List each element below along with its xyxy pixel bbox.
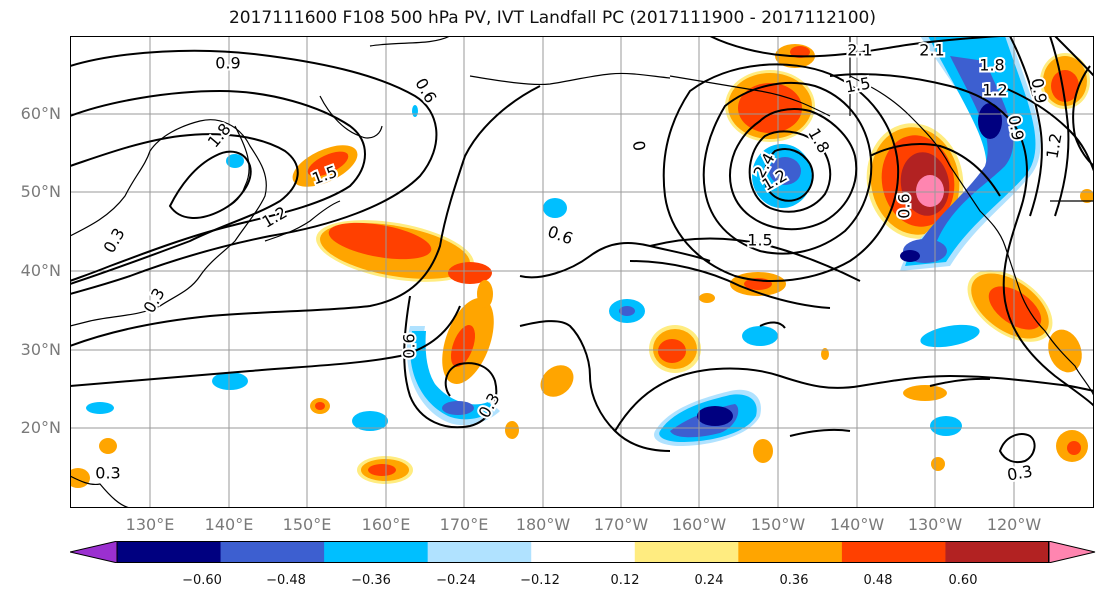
contour-label: 1.5 bbox=[747, 231, 772, 250]
colorbar-extend-max bbox=[1048, 541, 1096, 563]
contour-label: 1.8 bbox=[979, 56, 1004, 75]
lat-label-30n: 30°N bbox=[20, 340, 61, 359]
contour-label: 0.3 bbox=[95, 464, 120, 483]
colorbar-swatch bbox=[531, 541, 636, 563]
colorbar-tick-label: 0.24 bbox=[694, 573, 724, 588]
colorbar-frame bbox=[116, 541, 1050, 563]
contour-label: 0.6 bbox=[895, 193, 914, 218]
lon-label-140w: 140°W bbox=[829, 515, 885, 534]
ivt-feature-japan-positive bbox=[226, 145, 358, 187]
colorbar bbox=[70, 541, 1096, 563]
colorbar-swatch bbox=[427, 541, 532, 563]
colorbar-tick-label: 0.36 bbox=[779, 573, 809, 588]
colorbar-tick-label: 0.12 bbox=[610, 573, 640, 588]
colorbar-swatch bbox=[634, 541, 739, 563]
ivt-feature-cpac-plume bbox=[442, 280, 494, 384]
pv-contours bbox=[70, 36, 1094, 464]
colorbar-tick-label: 0.48 bbox=[863, 573, 893, 588]
lon-label-170e: 170°E bbox=[439, 515, 489, 534]
ivt-feature-nwpac-positive bbox=[316, 220, 492, 284]
lon-label-160e: 160°E bbox=[361, 515, 411, 534]
colorbar-swatch bbox=[117, 541, 222, 563]
map-title: 2017111600 F108 500 hPa PV, IVT Landfall… bbox=[228, 8, 876, 28]
contour-label: 0.9 bbox=[215, 54, 240, 73]
lon-label-130e: 130°E bbox=[125, 515, 175, 534]
ivt-feature-cpac-negative bbox=[86, 105, 778, 431]
lon-label-150e: 150°E bbox=[282, 515, 332, 534]
lon-label-180w: 180°W bbox=[515, 515, 571, 534]
colorbar-swatch bbox=[324, 541, 429, 563]
contour-label: 2.1 bbox=[919, 41, 944, 60]
contour-label: 0.6 bbox=[400, 333, 419, 358]
map-frame bbox=[70, 36, 1094, 508]
colorbar-tick-label: −0.24 bbox=[436, 573, 476, 588]
map-background bbox=[70, 36, 1094, 508]
colorbar-tick-label: −0.12 bbox=[520, 573, 560, 588]
lon-label-160w: 160°W bbox=[671, 515, 727, 534]
colorbar-swatch bbox=[841, 541, 946, 563]
lat-label-20n: 20°N bbox=[20, 418, 61, 437]
map-panel: 0.90.61.81.51.20.30.30.60.30.60.302.12.4… bbox=[70, 36, 1094, 508]
colorbar-tick-label: −0.48 bbox=[266, 573, 306, 588]
lat-label-50n: 50°N bbox=[20, 182, 61, 201]
colorbar-swatch bbox=[220, 541, 325, 563]
ivt-feature-small-positive bbox=[70, 189, 1094, 488]
colorbar-swatch bbox=[945, 541, 1050, 563]
contour-label: 0.9 bbox=[1027, 77, 1050, 105]
contour-label: 2.1 bbox=[847, 41, 872, 60]
lat-label-40n: 40°N bbox=[20, 261, 61, 280]
graticule bbox=[70, 36, 1094, 508]
lon-label-150w: 150°W bbox=[750, 515, 806, 534]
lon-label-170w: 170°W bbox=[593, 515, 649, 534]
colorbar-swatch bbox=[738, 541, 843, 563]
colorbar-tick-label: −0.36 bbox=[351, 573, 391, 588]
lon-label-120w: 120°W bbox=[986, 515, 1042, 534]
colorbar-extend-min bbox=[70, 541, 118, 563]
lon-label-130w: 130°W bbox=[907, 515, 963, 534]
colorbar-tick-label: 0.60 bbox=[948, 573, 978, 588]
ivt-feature-subtropical-negative bbox=[654, 389, 761, 446]
lon-label-140e: 140°E bbox=[204, 515, 254, 534]
ivt-feature-west-us-positive bbox=[967, 270, 1082, 373]
contour-label: 1.2 bbox=[982, 81, 1007, 100]
colorbar-tick-label: −0.60 bbox=[182, 573, 222, 588]
lat-label-60n: 60°N bbox=[20, 104, 61, 123]
